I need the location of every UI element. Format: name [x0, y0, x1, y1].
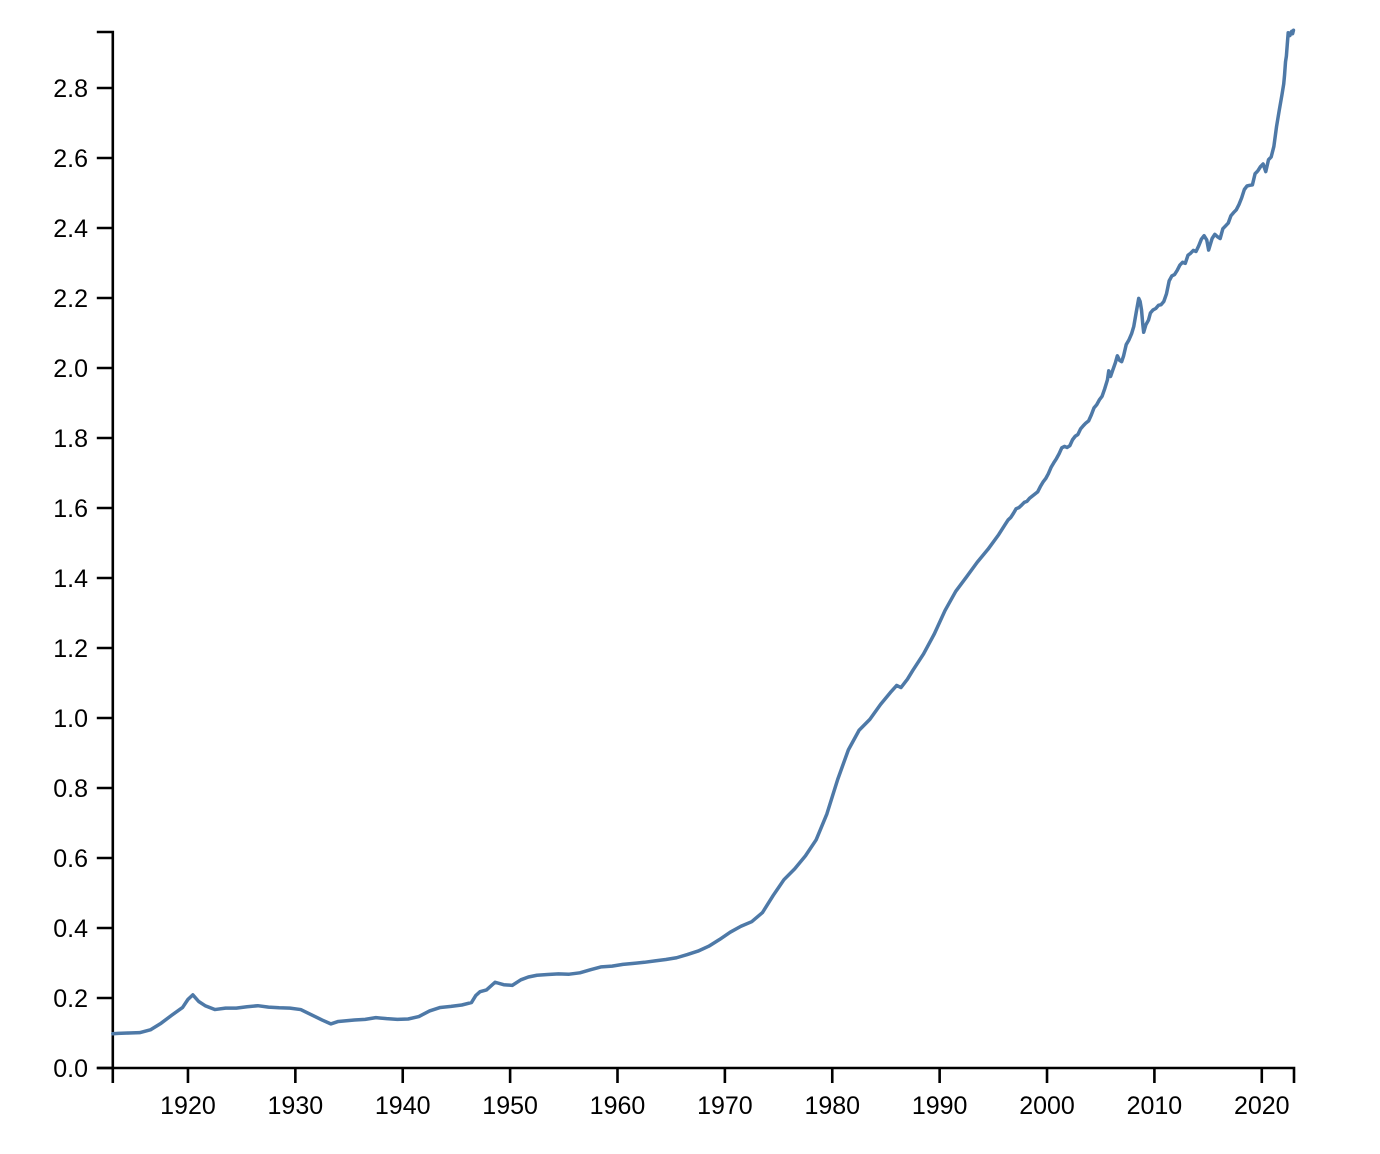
x-axis: 1920 1930 1940 1950 1960 1970 1980 1990 2000 2010…	[111, 1066, 1296, 1120]
y-axis: 0.0 0.2 0.4 0.6 0.8 1.0 1.2 1.4 1.6 1.8 2.0 2.2 2.4 2…	[53, 30, 115, 1083]
y-tick-label: 2.4	[53, 215, 88, 243]
y-tick-label: 2.0	[53, 355, 88, 383]
x-tick-label: 1990	[912, 1092, 968, 1120]
x-tick-label: 1920	[160, 1092, 216, 1120]
x-tick-label: 1980	[804, 1092, 860, 1120]
y-tick-label: 1.4	[53, 565, 88, 593]
y-tick-label: 0.4	[53, 915, 88, 943]
x-tick-label: 1950	[482, 1092, 538, 1120]
x-tick-label: 1940	[375, 1092, 431, 1120]
y-tick-label: 2.6	[53, 145, 88, 173]
y-tick-label: 0.6	[53, 845, 88, 873]
x-tick-label: 1930	[268, 1092, 324, 1120]
y-tick-label: 2.2	[53, 285, 88, 313]
y-tick-label: 1.2	[53, 635, 88, 663]
y-tick-label: 1.6	[53, 495, 88, 523]
x-tick-label: 1960	[590, 1092, 646, 1120]
y-tick-label: 0.2	[53, 985, 88, 1013]
x-tick-label: 2000	[1019, 1092, 1075, 1120]
y-tick-label: 0.0	[53, 1055, 88, 1083]
x-tick-label: 2020	[1234, 1092, 1290, 1120]
y-tick-label: 1.8	[53, 425, 88, 453]
x-tick-label: 1970	[697, 1092, 753, 1120]
y-tick-label: 1.0	[53, 705, 88, 733]
x-tick-label: 2010	[1127, 1092, 1183, 1120]
y-tick-label: 0.8	[53, 775, 88, 803]
x-axis-spine	[111, 1066, 1296, 1083]
y-tick-label: 2.8	[53, 75, 88, 103]
data-line	[111, 28, 1296, 1036]
y-axis-spine	[96, 30, 115, 1070]
